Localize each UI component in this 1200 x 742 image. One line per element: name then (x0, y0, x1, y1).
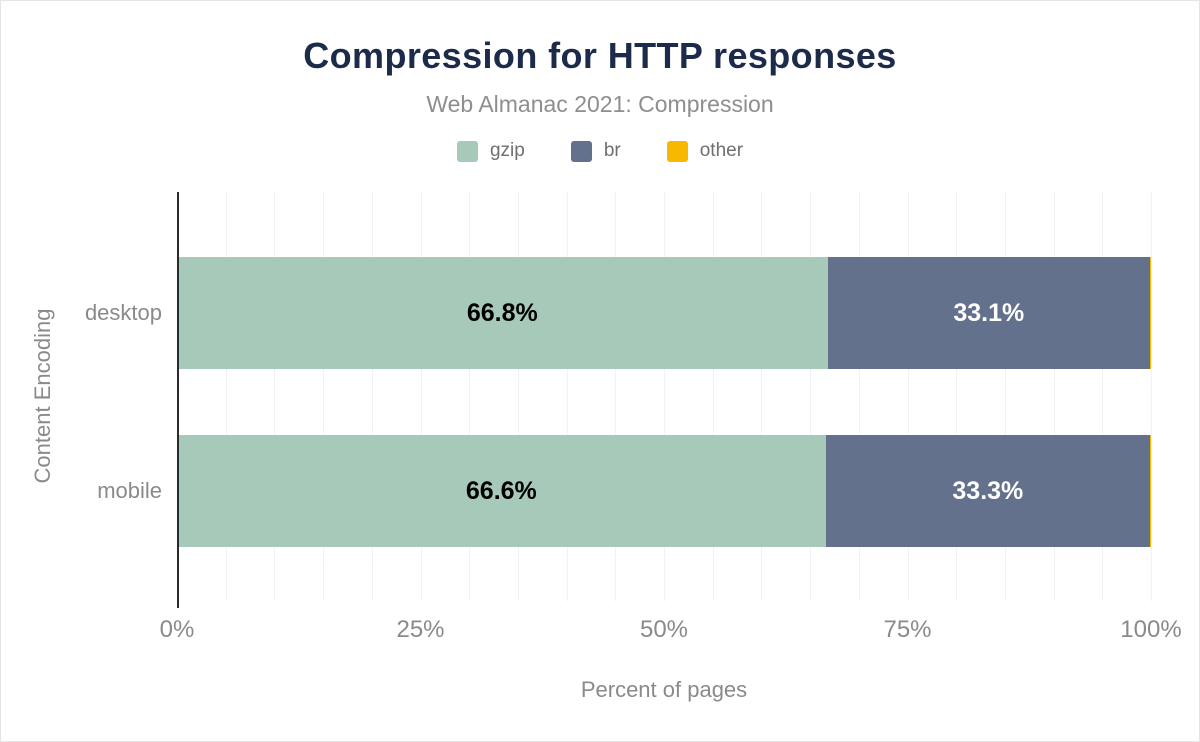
y-axis-title: Content Encoding (30, 308, 55, 484)
legend-item-other[interactable]: other (666, 140, 744, 162)
legend: gzip br other (1, 140, 1199, 162)
gridline-80 (956, 192, 958, 601)
gridline-95 (1102, 192, 1104, 601)
gridline-70 (858, 192, 860, 601)
gridline-55 (712, 192, 714, 601)
gridline-45 (615, 192, 617, 601)
bar-segment-other-mobile[interactable] (1150, 435, 1151, 547)
gridline-65 (810, 192, 812, 601)
legend-label-gzip: gzip (489, 140, 525, 161)
bar-row-desktop: 66.8% 33.1% (177, 257, 1151, 369)
gridline-20 (371, 192, 373, 601)
x-tick-75%: 75% (883, 616, 932, 643)
gridline-60 (761, 192, 763, 601)
gridline-100 (1151, 192, 1152, 601)
legend-label-br: br (603, 140, 621, 161)
bar-row-mobile: 66.6% 33.3% (177, 435, 1151, 547)
gridline-15 (323, 192, 325, 601)
bar-segment-gzip-mobile[interactable]: 66.6% (177, 435, 826, 547)
gridline-25 (420, 192, 422, 601)
chart-title: Compression for HTTP responses (303, 35, 897, 76)
bar-value-label-br-desktop: 33.1% (953, 298, 1025, 327)
y-axis-line (177, 192, 179, 608)
bar-segment-br-mobile[interactable]: 33.3% (825, 435, 1150, 547)
legend-label-other: other (699, 140, 744, 161)
gridline-50 (664, 192, 665, 601)
chart-subtitle: Web Almanac 2021: Compression (426, 91, 774, 117)
category-label-mobile: mobile (97, 478, 162, 503)
x-tick-100%: 100% (1120, 616, 1182, 643)
legend-item-gzip[interactable]: gzip (456, 140, 525, 162)
gridline-10 (274, 192, 276, 601)
legend-swatch-gzip (456, 140, 478, 162)
category-label-desktop: desktop (84, 300, 162, 325)
gridline-85 (1004, 192, 1006, 601)
gridline-5 (225, 192, 227, 601)
x-tick-0%: 0% (159, 616, 195, 643)
gridline-90 (1053, 192, 1055, 601)
legend-swatch-other (666, 140, 688, 162)
bar-segment-other-desktop[interactable] (1150, 257, 1151, 369)
x-tick-50%: 50% (639, 616, 689, 643)
gridline-40 (566, 192, 568, 601)
plot-area: Content Encoding Percent of pages 66.8% 3… (30, 192, 1182, 702)
gridline-35 (517, 192, 519, 601)
bar-segment-br-desktop[interactable]: 33.1% (827, 257, 1151, 369)
bar-segment-gzip-desktop[interactable]: 66.8% (177, 257, 828, 369)
legend-item-br[interactable]: br (570, 140, 621, 162)
bar-value-label-gzip-mobile: 66.6% (465, 476, 537, 505)
x-axis-title: Percent of pages (580, 677, 748, 702)
gridline-75 (907, 192, 909, 601)
bar-value-label-br-mobile: 33.3% (952, 476, 1024, 505)
x-tick-25%: 25% (396, 616, 445, 643)
bar-value-label-gzip-desktop: 66.8% (466, 298, 538, 327)
gridline-30 (469, 192, 471, 601)
legend-swatch-br (570, 140, 592, 162)
